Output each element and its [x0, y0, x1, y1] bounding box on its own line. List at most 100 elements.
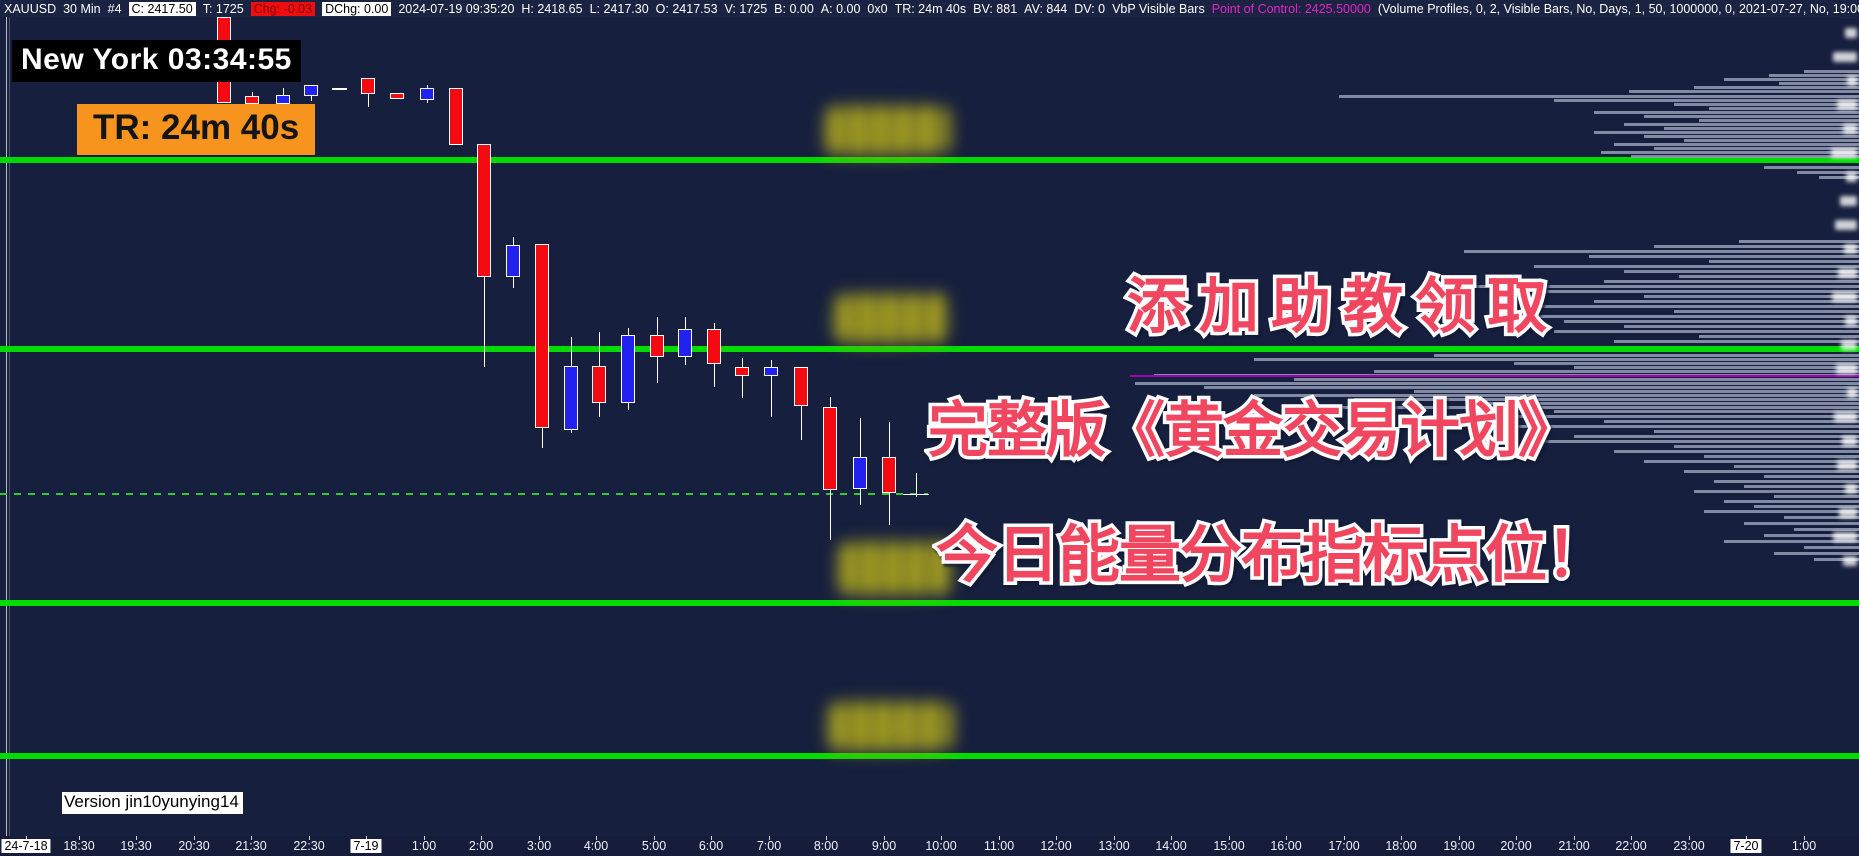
- time-axis-label: 1:00: [411, 839, 437, 853]
- volume-profile-bar: [1654, 245, 1859, 248]
- volume-profile-bar: [1589, 255, 1859, 258]
- volume-profile-bar: [1714, 480, 1859, 483]
- volume-profile-bar: [1784, 516, 1859, 519]
- time-axis-tick: [309, 836, 310, 840]
- candle-body-blue: [564, 366, 578, 430]
- info-segment: BV: 881: [973, 1, 1018, 16]
- time-remaining-label: TR: 24m 40s: [77, 104, 316, 155]
- volume-profile-bar: [1804, 70, 1859, 73]
- volume-profile-bar: [1814, 558, 1859, 561]
- info-segment: TR: 24m 40s: [894, 1, 967, 16]
- time-axis[interactable]: 24-7-18 18:30 19:30 20:30 21:30 22:30 7-19 1:00…: [0, 836, 1859, 856]
- volume-profile-bar: [1624, 123, 1859, 126]
- time-axis-tick: [366, 836, 367, 840]
- volume-profile-bar: [1644, 295, 1859, 298]
- volume-profile-bar: [1594, 300, 1859, 303]
- volume-profile-bar: [1744, 522, 1859, 525]
- volume-profile-bar: [1574, 366, 1859, 369]
- volume-profile-bar: [1674, 103, 1859, 106]
- candle-body-blue: [853, 457, 867, 489]
- time-axis-tick: [1171, 836, 1172, 840]
- volume-profile-bar: [1514, 362, 1859, 365]
- volume-profile-bar: [1594, 131, 1859, 134]
- overlay-text-line1: 添加助教领取: [1124, 269, 1559, 346]
- candle-body-blue: [678, 329, 692, 357]
- volume-profile-bar: [1794, 528, 1859, 531]
- time-axis-tick: [1631, 836, 1632, 840]
- volume-profile-bar: [1204, 386, 1859, 389]
- time-axis-label: 19:00: [1443, 839, 1475, 853]
- time-axis-tick: [194, 836, 195, 840]
- volume-profile-bar: [1339, 95, 1859, 98]
- time-axis-label: 8:00: [813, 839, 839, 853]
- level-line: [0, 600, 1859, 606]
- info-segment: 30 Min: [63, 1, 101, 16]
- price-axis-smudge: [1831, 148, 1857, 158]
- volume-profile-bar: [1544, 290, 1859, 293]
- time-axis-tick: [1229, 836, 1230, 840]
- time-axis-label: 5:00: [641, 839, 667, 853]
- volume-profile-bar: [1674, 445, 1859, 448]
- volume-profile-bar: [1574, 435, 1859, 438]
- volume-profile-bar: [1534, 265, 1859, 268]
- time-axis-tick: [941, 836, 942, 840]
- volume-profile-bar: [1674, 310, 1859, 313]
- level-line: [0, 753, 1859, 759]
- price-axis-smudge: [1845, 316, 1857, 326]
- volume-profile-bar: [1554, 410, 1859, 413]
- candle-body-red: [390, 93, 404, 99]
- volume-profile-bar: [1764, 166, 1859, 169]
- volume-profile-bar: [1724, 540, 1859, 543]
- version-label: Version jin10yunying14: [62, 792, 243, 814]
- info-segment: (Volume Profiles, 0, 2, Visible Bars, No…: [1377, 1, 1859, 16]
- time-axis-tick: [1459, 836, 1460, 840]
- time-axis-label: 12:00: [1040, 839, 1072, 853]
- info-segment: VbP Visible Bars: [1112, 1, 1205, 16]
- chart-left-border-inner: [9, 17, 10, 836]
- time-axis-date-label: 24-7-18: [1, 839, 51, 853]
- time-axis-label: 15:00: [1213, 839, 1245, 853]
- candle-body-blue: [304, 85, 318, 96]
- time-axis-label: 18:00: [1385, 839, 1417, 853]
- price-axis-smudge: [1839, 508, 1857, 518]
- volume-profile-bar: [1414, 390, 1859, 393]
- session-clock-label: New York 03:34:55: [12, 40, 301, 82]
- time-axis-date-label: 7-19: [350, 839, 382, 853]
- volume-profile-bar: [1614, 340, 1859, 343]
- volume-profile-bar: [1604, 280, 1859, 283]
- price-axis-smudge: [1846, 172, 1857, 182]
- time-axis-label: 19:30: [120, 839, 152, 853]
- time-axis-tick: [1344, 836, 1345, 840]
- info-segment: #4: [107, 1, 122, 16]
- volume-profile-bar: [1254, 394, 1859, 397]
- info-segment: 0x0: [867, 1, 888, 16]
- time-axis-label: 1:00: [1791, 839, 1817, 853]
- info-segment: L: 2417.30: [589, 1, 649, 16]
- time-axis-tick: [1056, 836, 1057, 840]
- price-axis-smudge: [1847, 388, 1857, 398]
- time-axis-label: 20:00: [1500, 839, 1532, 853]
- time-axis-tick: [1401, 836, 1402, 840]
- blurred-price-label: [830, 288, 956, 348]
- volume-profile-bar: [1604, 420, 1859, 423]
- candle-body-blue: [764, 367, 778, 376]
- volume-profile-bar: [1744, 485, 1859, 488]
- blurred-price-label: [821, 100, 956, 160]
- volume-profile-bar: [1624, 270, 1859, 273]
- time-axis-label: 22:30: [293, 839, 325, 853]
- candle-body-red: [735, 367, 749, 376]
- time-axis-tick: [1574, 836, 1575, 840]
- time-axis-tick: [1689, 836, 1690, 840]
- time-axis-label: 23:00: [1673, 839, 1705, 853]
- volume-profile-bar: [1724, 78, 1859, 81]
- price-axis-smudge: [1833, 532, 1857, 542]
- volume-profile-bar: [1524, 305, 1859, 308]
- price-axis-smudge: [1840, 196, 1857, 206]
- time-axis-label: 3:00: [526, 839, 552, 853]
- time-axis-tick: [136, 836, 137, 840]
- time-axis-label: 4:00: [583, 839, 609, 853]
- candle-body-red: [361, 78, 375, 94]
- price-axis-smudge: [1847, 76, 1857, 86]
- info-segment: A: 0.00: [820, 1, 861, 16]
- chart-left-border: [6, 17, 7, 836]
